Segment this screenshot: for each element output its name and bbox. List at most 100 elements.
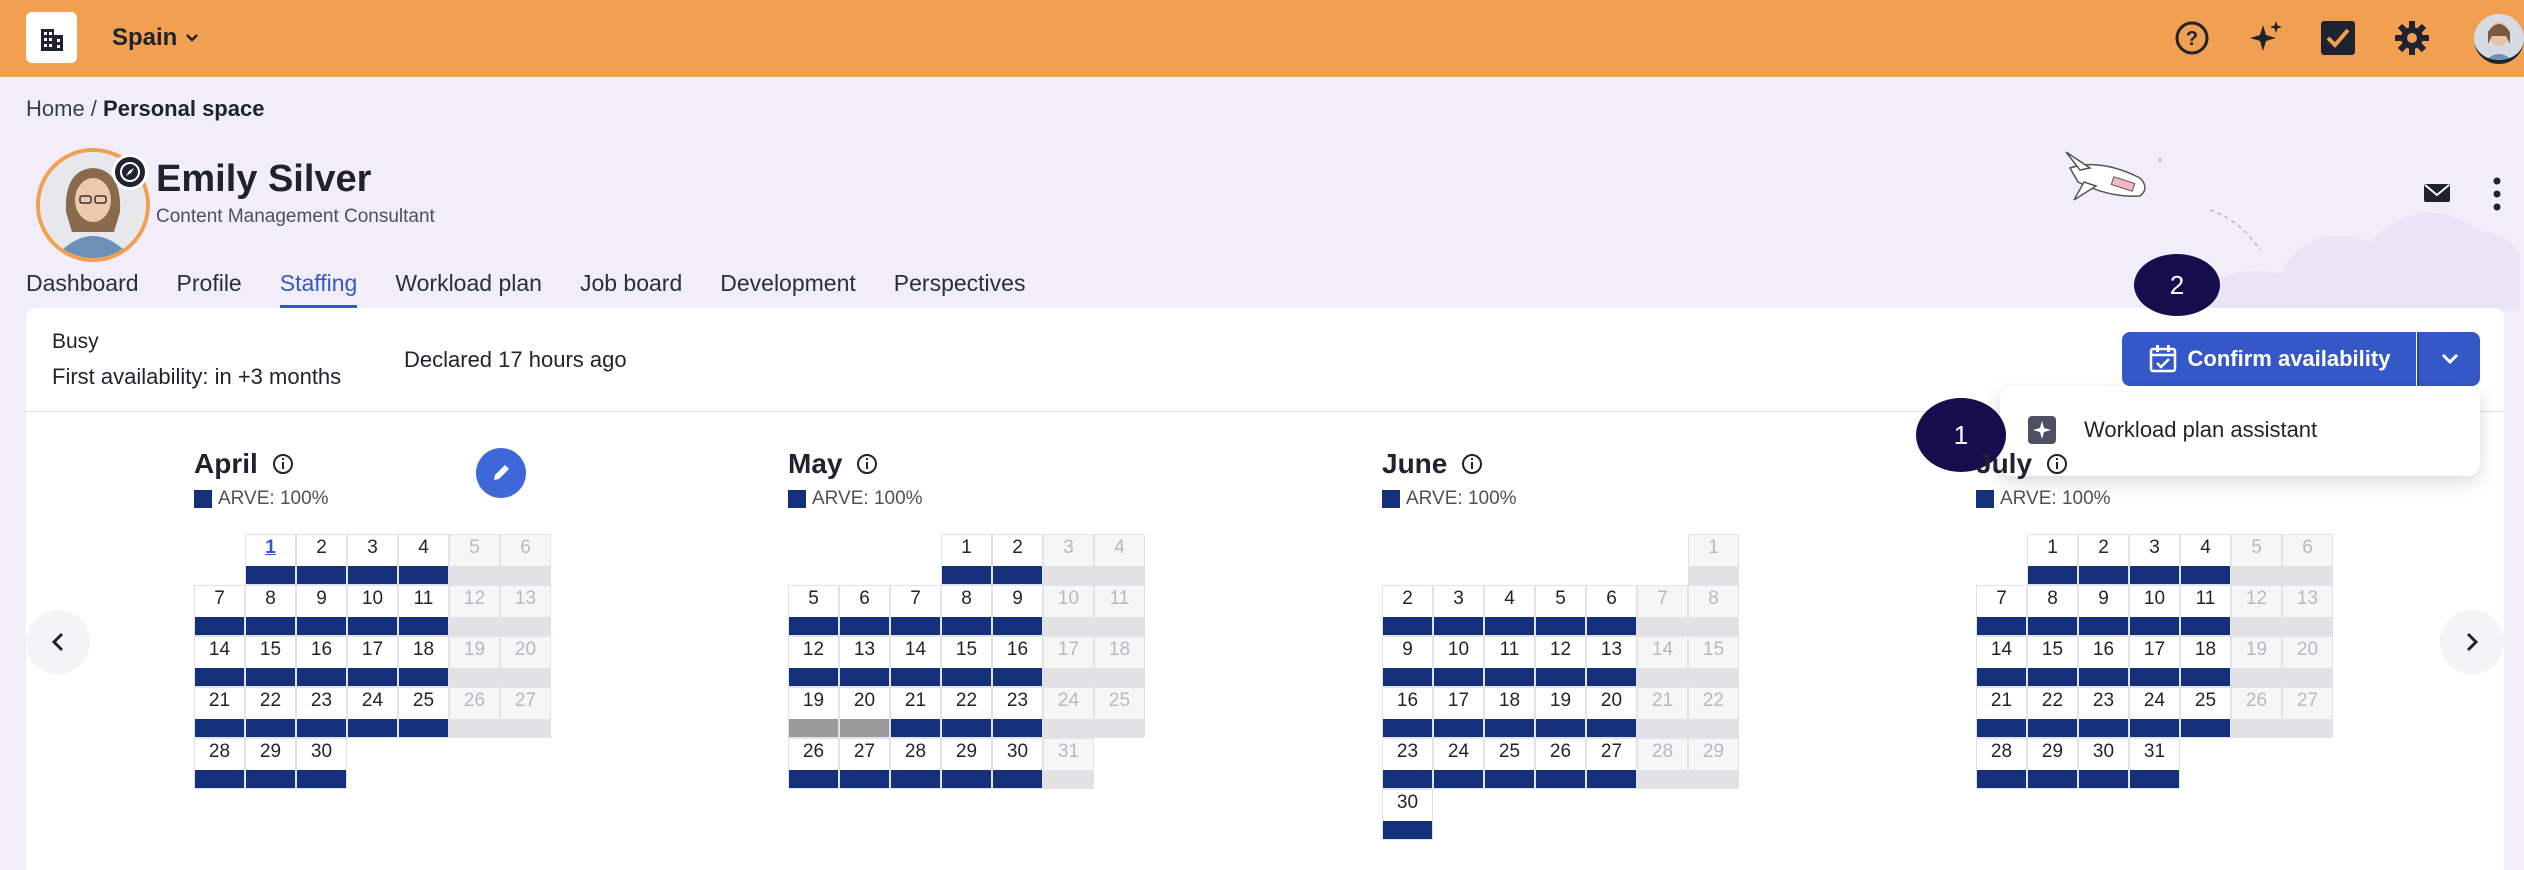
day-cell[interactable]: 5: [788, 585, 839, 636]
day-cell[interactable]: 7: [890, 585, 941, 636]
tab-perspectives[interactable]: Perspectives: [893, 270, 1026, 296]
confirm-availability-button[interactable]: Confirm availability: [2122, 332, 2416, 386]
info-icon[interactable]: [1461, 453, 1483, 475]
info-icon[interactable]: [2046, 453, 2068, 475]
day-cell[interactable]: 7: [1637, 585, 1688, 636]
ai-sparkle-button[interactable]: [2244, 16, 2288, 60]
day-cell[interactable]: 13: [839, 636, 890, 687]
day-cell[interactable]: 14: [1637, 636, 1688, 687]
day-cell[interactable]: 29: [941, 738, 992, 789]
day-cell[interactable]: 11: [398, 585, 449, 636]
day-cell[interactable]: 17: [347, 636, 398, 687]
day-cell[interactable]: 1: [245, 534, 296, 585]
day-cell[interactable]: 10: [347, 585, 398, 636]
tab-job-board[interactable]: Job board: [579, 270, 683, 296]
day-cell[interactable]: 25: [2180, 687, 2231, 738]
day-cell[interactable]: 25: [1484, 738, 1535, 789]
day-cell[interactable]: 20: [1586, 687, 1637, 738]
day-cell[interactable]: 5: [449, 534, 500, 585]
day-cell[interactable]: 26: [2231, 687, 2282, 738]
day-cell[interactable]: 15: [941, 636, 992, 687]
day-cell[interactable]: 29: [1688, 738, 1739, 789]
day-cell[interactable]: 19: [788, 687, 839, 738]
day-cell[interactable]: 7: [1976, 585, 2027, 636]
day-cell[interactable]: 4: [398, 534, 449, 585]
day-cell[interactable]: 3: [1043, 534, 1094, 585]
day-cell[interactable]: 20: [500, 636, 551, 687]
day-cell[interactable]: 26: [1535, 738, 1586, 789]
mail-icon[interactable]: [2422, 180, 2452, 206]
tasks-button[interactable]: [2316, 16, 2360, 60]
day-cell[interactable]: 9: [2078, 585, 2129, 636]
day-cell[interactable]: 24: [2129, 687, 2180, 738]
more-options-icon[interactable]: [2490, 176, 2504, 212]
company-logo[interactable]: [26, 12, 77, 63]
day-cell[interactable]: 8: [245, 585, 296, 636]
day-cell[interactable]: 21: [890, 687, 941, 738]
day-cell[interactable]: 21: [1637, 687, 1688, 738]
info-icon[interactable]: [272, 453, 294, 475]
day-cell[interactable]: 15: [2027, 636, 2078, 687]
day-cell[interactable]: 27: [2282, 687, 2333, 738]
previous-month-button[interactable]: [26, 610, 90, 674]
day-cell[interactable]: 16: [2078, 636, 2129, 687]
day-cell[interactable]: 3: [347, 534, 398, 585]
day-cell[interactable]: 11: [1484, 636, 1535, 687]
day-cell[interactable]: 20: [2282, 636, 2333, 687]
day-cell[interactable]: 5: [1535, 585, 1586, 636]
tab-development[interactable]: Development: [720, 270, 856, 296]
day-cell[interactable]: 1: [941, 534, 992, 585]
day-cell[interactable]: 4: [1094, 534, 1145, 585]
day-cell[interactable]: 11: [2180, 585, 2231, 636]
day-cell[interactable]: 7: [194, 585, 245, 636]
day-cell[interactable]: 28: [890, 738, 941, 789]
day-cell[interactable]: 31: [2129, 738, 2180, 789]
user-avatar[interactable]: [2474, 14, 2524, 64]
tab-workload-plan[interactable]: Workload plan: [395, 270, 542, 296]
day-cell[interactable]: 31: [1043, 738, 1094, 789]
day-cell[interactable]: 19: [449, 636, 500, 687]
day-cell[interactable]: 2: [2078, 534, 2129, 585]
day-cell[interactable]: 16: [296, 636, 347, 687]
day-cell[interactable]: 8: [2027, 585, 2078, 636]
day-cell[interactable]: 8: [941, 585, 992, 636]
day-cell[interactable]: 15: [1688, 636, 1739, 687]
day-cell[interactable]: 12: [788, 636, 839, 687]
day-cell[interactable]: 17: [2129, 636, 2180, 687]
day-cell[interactable]: 30: [2078, 738, 2129, 789]
day-cell[interactable]: 12: [449, 585, 500, 636]
day-cell[interactable]: 9: [992, 585, 1043, 636]
day-cell[interactable]: 30: [992, 738, 1043, 789]
day-cell[interactable]: 4: [2180, 534, 2231, 585]
day-cell[interactable]: 16: [992, 636, 1043, 687]
country-selector[interactable]: Spain: [112, 24, 199, 52]
day-cell[interactable]: 21: [1976, 687, 2027, 738]
day-cell[interactable]: 17: [1433, 687, 1484, 738]
day-cell[interactable]: 29: [2027, 738, 2078, 789]
day-cell[interactable]: 15: [245, 636, 296, 687]
day-cell[interactable]: 25: [1094, 687, 1145, 738]
day-cell[interactable]: 14: [194, 636, 245, 687]
day-cell[interactable]: 27: [1586, 738, 1637, 789]
day-cell[interactable]: 28: [194, 738, 245, 789]
day-cell[interactable]: 6: [1586, 585, 1637, 636]
day-cell[interactable]: 28: [1637, 738, 1688, 789]
day-cell[interactable]: 3: [2129, 534, 2180, 585]
info-icon[interactable]: [856, 453, 878, 475]
day-cell[interactable]: 4: [1484, 585, 1535, 636]
day-cell[interactable]: 13: [2282, 585, 2333, 636]
day-cell[interactable]: 30: [1382, 789, 1433, 840]
day-cell[interactable]: 27: [839, 738, 890, 789]
tab-profile[interactable]: Profile: [176, 270, 242, 296]
day-cell[interactable]: 9: [1382, 636, 1433, 687]
day-cell[interactable]: 18: [1484, 687, 1535, 738]
day-cell[interactable]: 22: [941, 687, 992, 738]
day-cell[interactable]: 28: [1976, 738, 2027, 789]
day-cell[interactable]: 3: [1433, 585, 1484, 636]
day-cell[interactable]: 24: [1043, 687, 1094, 738]
day-cell[interactable]: 6: [2282, 534, 2333, 585]
day-cell[interactable]: 12: [2231, 585, 2282, 636]
day-cell[interactable]: 18: [398, 636, 449, 687]
day-cell[interactable]: 18: [1094, 636, 1145, 687]
day-cell[interactable]: 22: [1688, 687, 1739, 738]
